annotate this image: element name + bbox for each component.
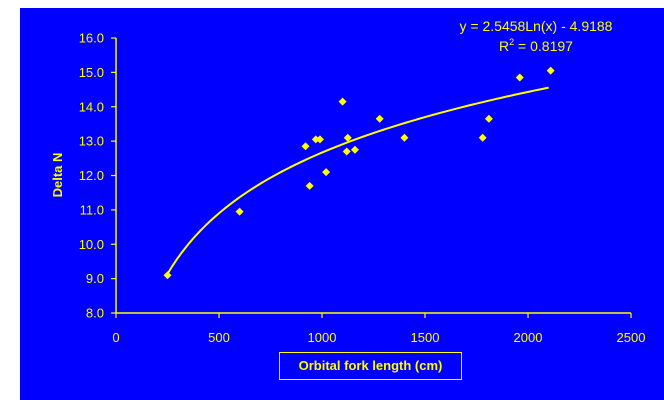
data-points: [163, 66, 555, 280]
data-point: [322, 168, 331, 177]
data-point: [484, 114, 493, 123]
trendline: [166, 86, 549, 275]
data-point: [400, 133, 409, 142]
data-point: [478, 133, 487, 142]
x-tick-label: 1000: [308, 330, 337, 345]
x-tick-label: 1500: [411, 330, 440, 345]
r-squared-value: = 0.8197: [514, 38, 573, 54]
y-tick-label: 16.0: [79, 31, 104, 46]
data-point: [338, 97, 347, 106]
x-tick-label: 2500: [617, 330, 646, 345]
tick-labels: 8.0 9.0 10.0 11.0 12.0 13.0 14.0 15.0 16.0 0 500 10…: [79, 31, 646, 346]
chart-area: [20, 8, 664, 400]
x-tick-label: 2000: [514, 330, 543, 345]
y-tick-label: 9.0: [86, 271, 104, 286]
data-point: [546, 66, 555, 75]
x-axis-label: Orbital fork length (cm): [279, 352, 462, 380]
y-tick-label: 8.0: [86, 306, 104, 321]
data-point: [305, 181, 314, 190]
r-squared-exponent: 2: [509, 37, 514, 47]
y-tick-label: 12.0: [79, 168, 104, 183]
x-tick-label: 0: [112, 330, 119, 345]
data-point: [301, 142, 310, 151]
data-point: [343, 133, 352, 142]
data-point: [375, 114, 384, 123]
data-point: [235, 207, 244, 216]
r-squared-symbol: R: [499, 38, 509, 54]
data-point: [315, 135, 324, 144]
axes: [111, 37, 632, 318]
data-point: [163, 271, 172, 280]
y-tick-label: 14.0: [79, 99, 104, 114]
y-axis-label: Delta N: [50, 153, 65, 198]
y-tick-label: 15.0: [79, 65, 104, 80]
trendline-equation: y = 2.5458Ln(x) - 4.9188: [460, 18, 613, 34]
data-point: [342, 147, 351, 156]
data-point: [515, 73, 524, 82]
data-point: [311, 135, 320, 144]
x-tick-label: 500: [208, 330, 230, 345]
data-point: [350, 145, 359, 154]
y-tick-label: 11.0: [80, 202, 104, 217]
r-squared-label: R2 = 0.8197: [499, 37, 573, 54]
y-tick-label: 13.0: [79, 134, 104, 149]
y-tick-label: 10.0: [79, 237, 104, 252]
